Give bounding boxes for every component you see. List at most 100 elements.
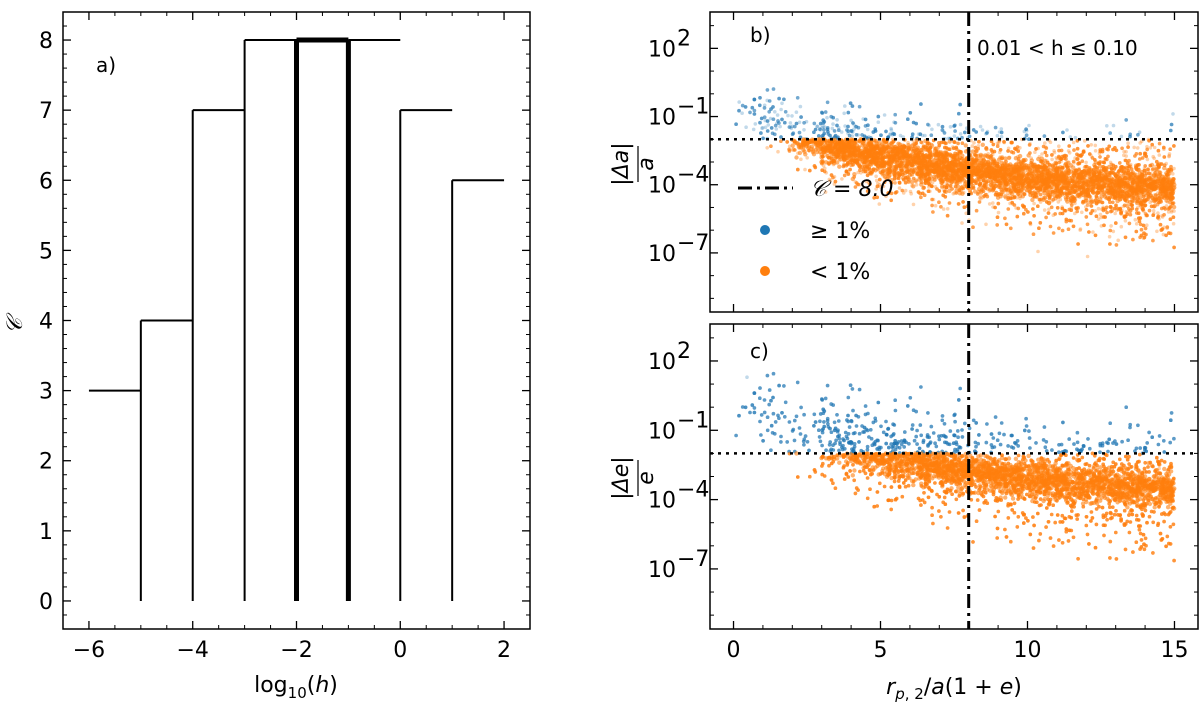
scatter-point [951,192,956,196]
scatter-point [1069,201,1073,205]
scatter-point [734,122,738,126]
scatter-point [824,171,828,175]
scatter-point [903,180,908,185]
scatter-point [835,123,839,128]
scatter-point [823,166,827,171]
scatter-point [1027,123,1031,128]
scatter-point [851,130,855,134]
a-ytick-label: 0 [39,590,53,615]
scatter-point [849,129,854,134]
scatter-point [875,195,879,200]
scatter-point [1147,138,1151,143]
scatter-point [758,103,762,108]
scatter-point [823,190,828,194]
scatter-point [1139,227,1144,232]
scatter-point [1157,153,1162,157]
scatter-point [1037,226,1041,230]
scatter-point [876,120,881,124]
scatter-point [808,168,812,173]
scatter-point [1057,144,1061,148]
scatter-point [1022,211,1026,216]
scatter-point [1070,203,1074,207]
scatter-point [920,133,925,138]
scatter-point [825,100,830,105]
scatter-point [1171,221,1176,226]
scatter-point [765,119,770,123]
scatter-point [866,123,870,127]
scatter-point [1060,228,1065,233]
scatter-point [893,112,897,117]
scatter-point [931,210,935,214]
scatter-point [1057,148,1061,153]
scatter-point [911,202,916,207]
scatter-point [1172,144,1176,148]
scatter-point [1049,205,1054,210]
scatter-point [782,97,786,102]
scatter-point [765,119,770,123]
scatter-point [1048,140,1053,145]
scatter-point [992,149,997,154]
scatter-point [1137,219,1142,223]
scatter-point [1086,203,1090,207]
scatter-point [948,184,953,188]
a-xtick-label: −4 [177,638,209,663]
scatter-point [930,203,934,208]
scatter-point [1043,141,1047,145]
scatter-point [1122,214,1127,219]
scatter-point [1108,204,1113,209]
scatter-point [751,127,756,132]
scatter-point [1126,145,1130,149]
scatter-point [1031,232,1036,236]
scatter-point [837,128,841,132]
scatter-point [1138,141,1142,145]
scatter-point [930,184,934,189]
scatter-point [944,182,948,186]
scatter-point [886,135,891,139]
scatter-point [842,111,846,116]
scatter-point [851,121,855,125]
scatter-point [939,140,944,145]
scatter-point [1085,254,1090,259]
scatter-point [1143,211,1148,216]
scatter-point [876,181,880,186]
scatter-point [761,126,765,130]
scatter-point [1124,154,1128,158]
scatter-point [879,133,883,137]
scatter-point [780,101,784,106]
scatter-point [1151,213,1155,217]
scatter-point [956,141,960,146]
scatter-point [941,129,946,133]
scatter-point [1124,118,1128,122]
scatter-point [1014,206,1018,210]
scatter-point [1138,216,1143,220]
scatter-point [782,97,786,102]
scatter-point [1018,146,1022,150]
scatter-point [1067,144,1071,148]
scatter-point [1060,206,1065,211]
scatter-point [1015,195,1019,200]
scatter-point [1141,209,1146,213]
scatter-point [820,111,825,115]
scatter-point [958,102,962,107]
scatter-point [1113,146,1117,150]
scatter-point [993,125,998,130]
scatter-point [1075,209,1079,214]
scatter-point [850,134,855,138]
scatter-point [818,127,822,131]
scatter-point [995,223,999,227]
scatter-point [820,125,824,130]
scatter-point [1003,216,1007,221]
scatter-point [963,130,967,135]
scatter-point [850,104,855,108]
scatter-point [797,120,802,125]
scatter-point [888,132,893,136]
scatter-point [930,184,934,189]
scatter-point [847,133,852,138]
scatter-point [778,124,782,129]
scatter-point [890,133,895,137]
scatter-point [805,156,809,160]
scatter-point [1143,164,1147,168]
scatter-point [1162,147,1166,151]
scatter-point [1050,153,1054,157]
